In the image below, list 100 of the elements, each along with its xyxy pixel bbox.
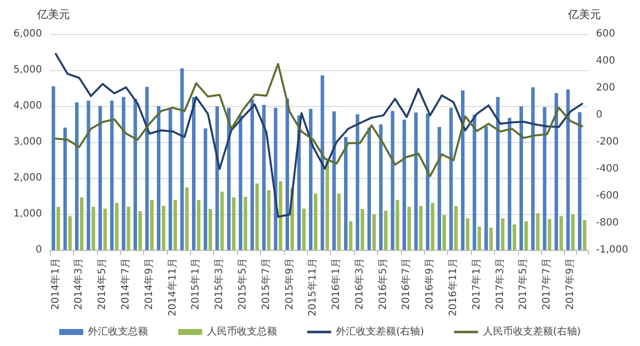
- bar: [582, 220, 586, 250]
- bar: [426, 114, 430, 250]
- bar: [52, 86, 56, 250]
- y-tick-label: 4,000: [13, 100, 42, 112]
- bar: [372, 214, 376, 250]
- y2-tick-label: 200: [596, 82, 616, 94]
- bar: [145, 86, 149, 250]
- x-tick-label: 2014年5月: [96, 258, 108, 310]
- y2-tick-label: 400: [596, 56, 616, 66]
- bar: [554, 93, 558, 250]
- x-tick-label: 2015年9月: [283, 258, 296, 310]
- bar: [286, 98, 290, 250]
- x-tick-label: 2014年1月: [49, 258, 62, 310]
- bar: [519, 106, 523, 250]
- bar: [80, 197, 84, 250]
- bar: [478, 226, 482, 250]
- x-tick-label: 2014年3月: [72, 258, 85, 310]
- bar: [156, 106, 160, 250]
- bar: [168, 108, 172, 250]
- bar: [449, 108, 453, 250]
- bar: [215, 106, 219, 250]
- x-tick-label: 2015年3月: [213, 258, 226, 310]
- bar: [86, 100, 90, 250]
- y2-tick-label: -200: [596, 136, 619, 148]
- x-tick-label: 2015年7月: [260, 258, 272, 310]
- y-tick-label: 5,000: [13, 64, 42, 76]
- y-tick-label: 6,000: [13, 28, 42, 40]
- bar: [430, 202, 434, 250]
- bar: [208, 208, 212, 250]
- bar: [262, 104, 266, 250]
- bar: [134, 98, 138, 250]
- bar: [185, 187, 189, 250]
- bar: [314, 193, 318, 250]
- bar: [531, 87, 535, 250]
- bar: [337, 193, 341, 250]
- legend-label: 外汇收支总额: [88, 326, 148, 338]
- line-series: [54, 62, 584, 178]
- bar: [384, 210, 388, 250]
- y-tick-label: 0: [36, 244, 42, 256]
- bar: [63, 128, 67, 250]
- bar: [68, 216, 72, 250]
- y2-tick-label: -400: [596, 164, 619, 174]
- y2-tick-label: -800: [596, 218, 619, 228]
- bar: [348, 221, 352, 250]
- bar: [460, 90, 464, 250]
- bar: [75, 102, 79, 250]
- bar: [227, 108, 231, 250]
- bar: [110, 100, 114, 250]
- bar: [472, 114, 476, 250]
- bar: [274, 108, 278, 250]
- bar: [244, 196, 248, 250]
- bar: [496, 97, 500, 250]
- legend-label: 外汇收支差额(右轴): [336, 326, 424, 338]
- bar: [559, 216, 563, 250]
- bar: [489, 228, 493, 250]
- bar: [115, 202, 119, 250]
- x-tick-label: 2015年11月: [306, 258, 319, 316]
- legend-label: 人民币收支总额: [207, 326, 278, 338]
- y-tick-label: 3,000: [13, 136, 42, 148]
- x-tick-label: 2015年1月: [190, 258, 202, 310]
- y-tick-label: 2,000: [13, 172, 42, 184]
- bar: [162, 206, 166, 250]
- bar: [103, 208, 107, 250]
- bar: [484, 126, 488, 250]
- bar: [150, 200, 154, 250]
- bar: [332, 111, 336, 250]
- x-tick-label: 2014年9月: [142, 258, 155, 310]
- x-tick-label: 2017年7月: [540, 258, 553, 310]
- bar: [326, 160, 330, 250]
- bar: [454, 206, 458, 250]
- bar: [122, 97, 126, 250]
- y2-tick-label: -600: [596, 190, 619, 202]
- y2-tick-label: -1,000: [596, 244, 628, 256]
- bar: [356, 114, 360, 250]
- x-tick-label: 2014年11月: [166, 258, 178, 316]
- bar: [508, 118, 512, 250]
- bar: [407, 206, 411, 250]
- x-tick-label: 2016年11月: [447, 258, 459, 316]
- bar: [56, 206, 60, 250]
- bar: [344, 136, 348, 250]
- bar: [92, 206, 96, 250]
- bar: [566, 89, 570, 250]
- x-tick-label: 2016年7月: [400, 258, 412, 310]
- x-tick-label: 2014年7月: [120, 258, 132, 310]
- bar: [548, 219, 552, 250]
- bar: [232, 197, 236, 250]
- bar: [302, 208, 306, 250]
- bar: [367, 128, 371, 250]
- bar: [220, 192, 224, 250]
- bar: [578, 112, 582, 250]
- bar: [138, 211, 142, 250]
- bar: [278, 181, 282, 250]
- y-tick-label: 1,000: [13, 208, 42, 220]
- x-tick-label: 2016年1月: [330, 258, 342, 310]
- bar: [360, 208, 364, 250]
- bar: [466, 218, 470, 250]
- bar: [512, 224, 516, 250]
- x-tick-label: 2015年5月: [236, 258, 248, 310]
- bar: [500, 218, 504, 250]
- line-series: [54, 52, 584, 218]
